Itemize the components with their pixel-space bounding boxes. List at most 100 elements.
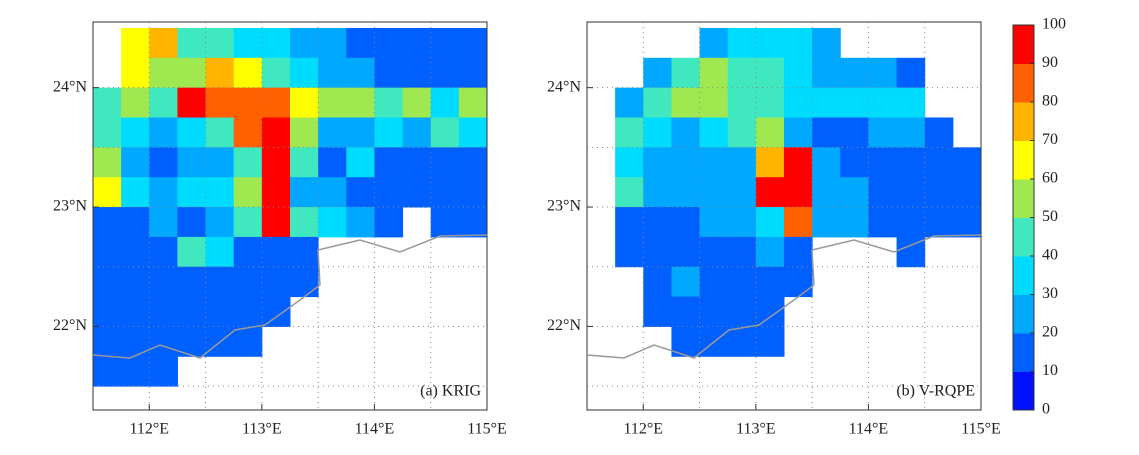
cell [458, 177, 488, 208]
cell [812, 207, 841, 238]
cell [261, 87, 291, 119]
cell [896, 177, 926, 208]
cell [430, 27, 460, 59]
cell [868, 177, 898, 208]
cell [952, 177, 982, 208]
cell [318, 177, 347, 208]
cell [121, 57, 150, 89]
colorbar-tick-label: 50 [1042, 208, 1058, 225]
cell [755, 27, 785, 59]
cell [149, 296, 178, 327]
cell [924, 147, 954, 178]
cell [93, 147, 122, 178]
cell [233, 117, 263, 148]
colorbar-swatch [1013, 333, 1034, 372]
cell [233, 266, 263, 298]
cell [784, 27, 813, 59]
cell [149, 266, 178, 298]
cell [784, 147, 813, 178]
cell [290, 117, 319, 148]
cell [261, 117, 291, 148]
cell [290, 87, 319, 119]
cell [699, 266, 729, 298]
cell [149, 356, 178, 387]
colorbar-tick-label: 90 [1042, 54, 1058, 71]
cell [93, 266, 122, 298]
cell [727, 117, 757, 148]
cell [643, 57, 672, 89]
cell [149, 326, 178, 357]
colorbar-swatch [1013, 25, 1034, 64]
cell [458, 27, 488, 59]
cell [290, 177, 319, 208]
cell [233, 296, 263, 327]
cell [149, 27, 178, 59]
colorbar-tick-label: 0 [1042, 401, 1050, 418]
cell [643, 296, 672, 327]
cell [177, 207, 207, 238]
cell [643, 147, 672, 178]
cell [374, 57, 404, 89]
cell [121, 296, 150, 327]
cell [233, 236, 263, 268]
cell [318, 207, 347, 238]
cell [896, 117, 926, 148]
cell [261, 147, 291, 178]
cell [784, 207, 813, 238]
cell [727, 236, 757, 268]
cell [643, 266, 672, 298]
plot-frame [586, 21, 982, 411]
cell [458, 87, 488, 119]
cell [812, 27, 841, 59]
cell [671, 236, 701, 268]
cell [121, 147, 150, 178]
cell [699, 117, 729, 148]
cell [402, 147, 432, 178]
cell [93, 177, 122, 208]
cell [402, 117, 432, 148]
colorbar-swatch [1013, 140, 1034, 180]
cell [93, 236, 122, 268]
cell [755, 236, 785, 268]
cell [233, 27, 263, 59]
plot-frame [92, 21, 488, 411]
cell [177, 147, 207, 178]
cell [205, 117, 235, 148]
cell [233, 147, 263, 178]
cell [643, 117, 672, 148]
cell [924, 177, 954, 208]
y-tick-label: 22°N [53, 317, 87, 334]
cell [177, 57, 207, 89]
cell [784, 57, 813, 89]
cell [290, 27, 319, 59]
cell [121, 87, 150, 119]
cell [755, 147, 785, 178]
cell [205, 266, 235, 298]
cell [812, 117, 841, 148]
cell [93, 207, 122, 238]
cell [615, 177, 644, 208]
cell [671, 147, 701, 178]
cell [643, 207, 672, 238]
colorbar-tick-label: 80 [1042, 93, 1058, 110]
cell [318, 117, 347, 148]
cell [812, 177, 841, 208]
cell [205, 236, 235, 268]
cell [727, 266, 757, 298]
cell [149, 207, 178, 238]
cell [840, 87, 869, 119]
colorbar-tick-label: 100 [1042, 16, 1066, 33]
cell [318, 27, 347, 59]
cell [93, 296, 122, 327]
colorbar-tick-label: 70 [1042, 131, 1058, 148]
y-tick-label: 22°N [547, 317, 581, 334]
cell [727, 207, 757, 238]
cell [205, 296, 235, 327]
cell [149, 177, 178, 208]
cell [261, 57, 291, 89]
cell [177, 266, 207, 298]
cell [727, 57, 757, 89]
cell [755, 57, 785, 89]
cell [458, 207, 488, 238]
